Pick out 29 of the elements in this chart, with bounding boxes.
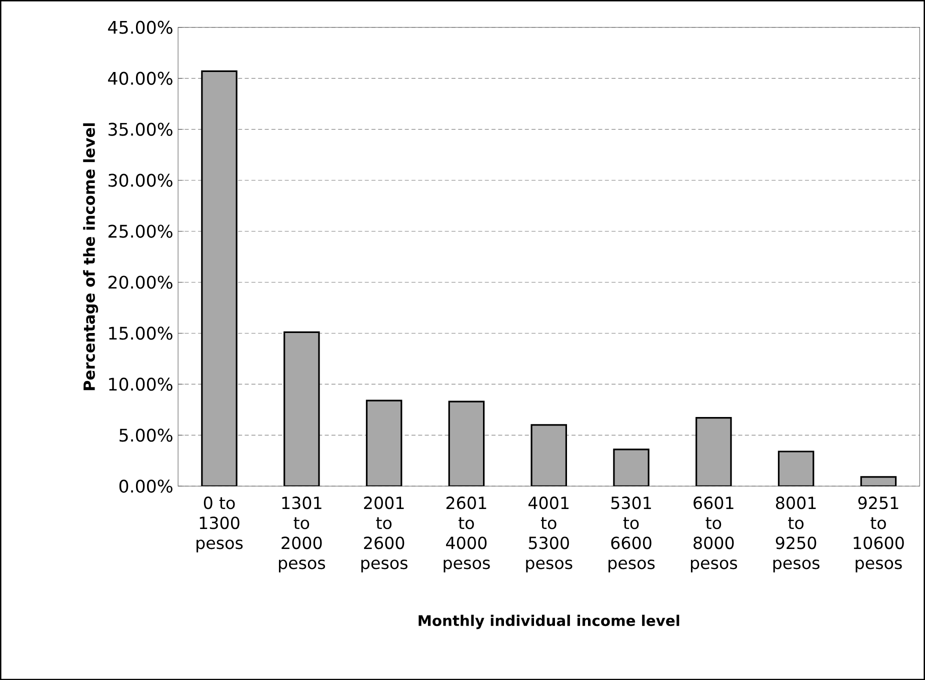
x-tick-label: 1301 to 2000 pesos [278,496,326,572]
y-tick-label: 25.00% [108,224,172,238]
bar [530,424,568,486]
y-tick-label: 40.00% [108,72,172,85]
x-tick-label: 6601 to 8000 pesos [690,496,738,572]
y-tick-label: 45.00% [108,20,172,34]
y-tick-label: 30.00% [108,174,172,187]
x-tick-label: 8001 to 9250 pesos [773,496,820,572]
x-axis-title: Monthly individual income level [418,614,680,629]
x-tick-label: 0 to 1300 pesos [196,496,243,552]
bar [366,400,402,486]
y-tick-label: 0.00% [119,480,172,493]
y-tick-label: 20.00% [108,276,172,289]
y-tick-label: 5.00% [120,428,172,442]
y-tick-label: 10.00% [109,378,172,391]
bar [696,416,732,486]
x-tick-label: 9251 to 10600 pesos [854,496,904,572]
x-tick-label: 4001 to 5300 pesos [526,496,572,572]
bar [284,331,320,486]
bar [201,70,238,486]
x-tick-label: 2001 to 2600 pesos [361,496,408,572]
y-axis-title: Percentage of the income level [83,123,98,390]
bar [778,450,814,486]
x-tick-label: 5301 to 6600 pesos [608,496,655,572]
bar [448,400,485,486]
bar [613,448,650,486]
y-tick-label: 15.00% [109,326,172,340]
y-tick-label: 35.00% [108,122,172,136]
x-tick-label: 2601 to 4000 pesos [444,496,490,572]
